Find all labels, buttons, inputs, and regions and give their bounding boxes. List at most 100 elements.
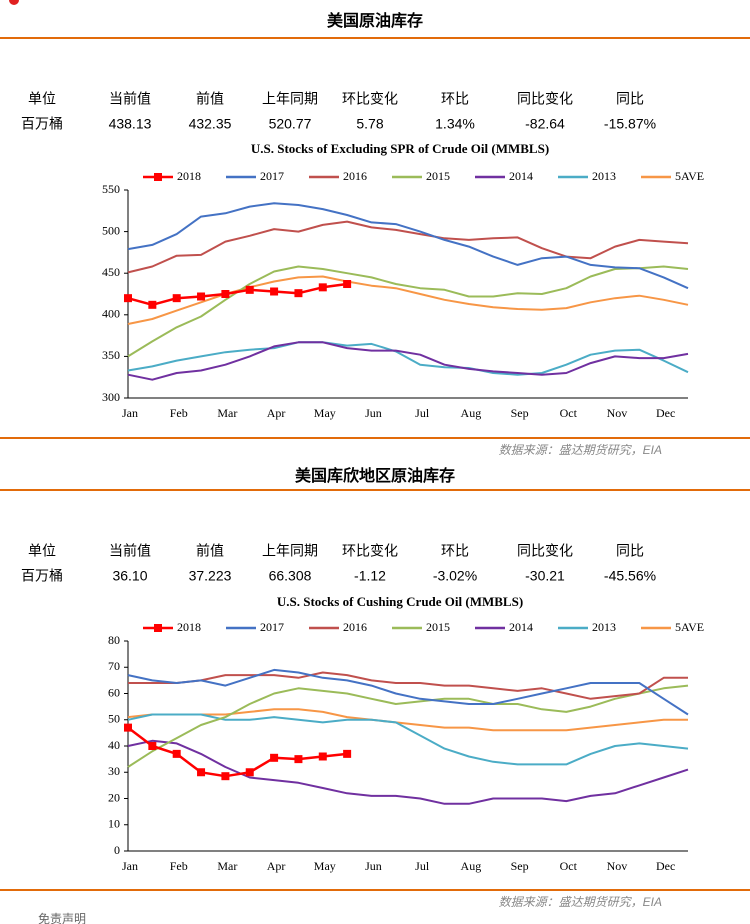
series-line (127, 341, 689, 376)
series-line (127, 726, 348, 778)
table-header: 环比变化 (342, 91, 398, 107)
x-tick-label: Apr (267, 859, 286, 873)
point-marker (172, 294, 181, 303)
point-marker (245, 768, 254, 777)
table-header: 同比变化 (517, 91, 573, 107)
legend-label: 5AVE (675, 169, 704, 183)
series-line (127, 668, 689, 716)
table-header: 单位 (28, 543, 56, 559)
table-cell: -1.12 (354, 568, 386, 584)
y-tick-label: 40 (108, 738, 120, 752)
point-marker (270, 753, 279, 762)
x-tick-label: Jan (122, 859, 138, 873)
y-tick-label: 450 (102, 265, 120, 279)
x-tick-label: Feb (170, 859, 188, 873)
table-header: 单位 (28, 91, 56, 107)
table-header: 上年同期 (262, 543, 318, 559)
legend-label: 2014 (509, 169, 533, 183)
logo-dot (9, 0, 19, 5)
point-marker (172, 749, 181, 758)
point-marker (343, 280, 352, 289)
x-tick-label: Nov (607, 406, 628, 420)
footer-text: 免责声明 (38, 911, 86, 924)
x-tick-label: Sep (511, 859, 529, 873)
y-tick-label: 30 (108, 764, 120, 778)
x-tick-label: Dec (656, 406, 675, 420)
section-title: 美国库欣地区原油库存 (295, 466, 455, 485)
table-cell: 1.34% (435, 116, 475, 132)
table-cell: 432.35 (189, 116, 232, 132)
series-line (127, 220, 689, 274)
y-tick-label: 80 (108, 633, 120, 647)
section-title: 美国原油库存 (327, 11, 423, 30)
legend-label: 2013 (592, 620, 616, 634)
legend-label: 2015 (426, 169, 450, 183)
table-cell: 438.13 (109, 116, 152, 132)
table-cell: 520.77 (269, 116, 312, 132)
x-tick-label: Aug (461, 406, 482, 420)
x-tick-label: Oct (560, 406, 578, 420)
table-cell: 5.78 (356, 116, 383, 132)
x-tick-label: Mar (217, 859, 237, 873)
point-marker (148, 742, 157, 750)
y-tick-label: 550 (102, 182, 120, 196)
point-marker (294, 289, 303, 298)
series-line (127, 282, 348, 307)
table-header: 前值 (196, 543, 224, 559)
table-cell: 36.10 (112, 568, 147, 584)
point-marker (124, 723, 132, 732)
point-marker (221, 772, 230, 781)
legend-label: 2016 (343, 620, 367, 634)
x-tick-label: Jul (415, 406, 430, 420)
x-tick-label: May (314, 859, 336, 873)
y-tick-label: 350 (102, 348, 120, 362)
series-line (127, 341, 689, 381)
table-header: 环比 (441, 91, 469, 107)
table-cell: 百万桶 (21, 116, 63, 132)
table-header: 同比 (616, 91, 644, 107)
y-tick-label: 500 (102, 223, 120, 237)
point-marker (221, 290, 230, 298)
y-tick-label: 0 (114, 843, 120, 857)
series-line (127, 684, 689, 768)
table-cell: 百万桶 (21, 568, 63, 584)
table-header: 同比变化 (517, 543, 573, 559)
series-line (127, 202, 689, 290)
source-note: 数据来源：盛达期货研究，EIA (499, 895, 662, 909)
table-cell: -82.64 (525, 116, 565, 132)
point-marker (197, 768, 206, 777)
y-tick-label: 20 (108, 790, 120, 804)
chart-title: U.S. Stocks of Cushing Crude Oil (MMBLS) (277, 594, 523, 609)
x-tick-label: Jun (365, 859, 382, 873)
legend-marker (154, 624, 162, 632)
x-tick-label: Oct (560, 859, 578, 873)
table-cell: -15.87% (604, 116, 656, 132)
table-header: 同比 (616, 543, 644, 559)
chart-title: U.S. Stocks of Excluding SPR of Crude Oi… (251, 141, 549, 156)
legend-label: 2014 (509, 620, 533, 634)
legend-label: 2016 (343, 169, 367, 183)
x-tick-label: Apr (267, 406, 286, 420)
x-tick-label: Jun (365, 406, 382, 420)
point-marker (197, 292, 206, 301)
legend-label: 2018 (177, 169, 201, 183)
legend-label: 2017 (260, 169, 284, 183)
y-tick-label: 60 (108, 685, 120, 699)
y-tick-label: 50 (108, 712, 120, 726)
series-line (127, 739, 689, 805)
table-header: 环比变化 (342, 543, 398, 559)
y-tick-label: 70 (108, 659, 120, 673)
point-marker (294, 755, 303, 764)
series-line (127, 708, 688, 732)
point-marker (245, 285, 254, 294)
table-cell: -3.02% (433, 568, 477, 584)
legend-label: 2017 (260, 620, 284, 634)
y-tick-label: 300 (102, 390, 120, 404)
table-header: 前值 (196, 91, 224, 107)
y-tick-label: 10 (108, 817, 120, 831)
x-tick-label: Jul (415, 859, 430, 873)
point-marker (343, 749, 352, 758)
x-tick-label: Nov (607, 859, 628, 873)
series-line (128, 671, 688, 700)
x-tick-label: Jan (122, 406, 138, 420)
